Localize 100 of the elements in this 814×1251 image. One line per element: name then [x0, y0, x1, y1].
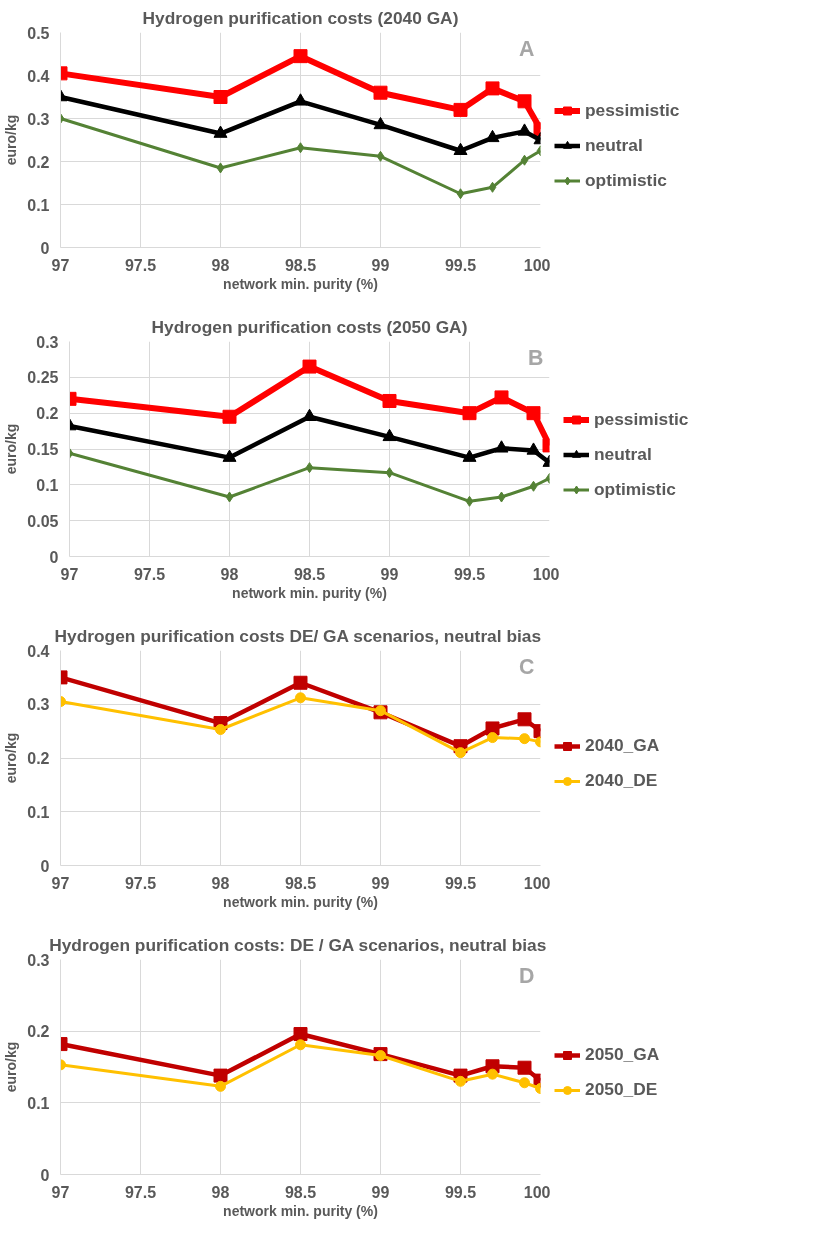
x-tick-label: 99 — [371, 874, 390, 892]
x-tick-label: 99.5 — [444, 1183, 477, 1201]
y-tick-label: 0.25 — [27, 369, 59, 387]
point — [222, 409, 237, 424]
x-tick-label: 97 — [51, 256, 70, 274]
chart-title: Hydrogen purification costs: DE / GA scenarios, neutral bias — [49, 934, 547, 955]
point — [487, 1068, 498, 1080]
y-tick-label: 0.2 — [27, 1023, 50, 1041]
point — [462, 406, 477, 421]
point — [453, 142, 468, 155]
point — [293, 1027, 308, 1042]
y-tick-label: 0.05 — [27, 512, 59, 530]
x-tick-label: 99.5 — [453, 565, 486, 583]
legend-label: pessimistic — [585, 99, 680, 121]
y-tick-label: 0 — [40, 239, 50, 257]
x-axis-title: network min. purity (%) — [223, 275, 378, 292]
point — [293, 675, 308, 690]
y-axis-title: euro/kg — [3, 1041, 20, 1093]
point — [215, 724, 226, 735]
y-tick-label: 0.3 — [27, 951, 50, 969]
x-axis-title: network min. purity (%) — [223, 1202, 378, 1219]
point — [453, 102, 468, 117]
y-tick-label: 0.2 — [36, 405, 59, 423]
x-tick-label: 98 — [211, 256, 230, 274]
chart-title: Hydrogen purification costs (2040 GA) — [142, 7, 459, 28]
point — [485, 81, 500, 96]
point — [293, 49, 308, 64]
x-tick-label: 97 — [51, 1183, 70, 1201]
point — [302, 408, 317, 421]
x-tick-label: 100 — [532, 565, 560, 583]
x-tick-label: 99.5 — [444, 874, 477, 892]
y-axis-title: euro/kg — [3, 732, 20, 784]
point — [385, 467, 394, 479]
y-tick-label: 0 — [40, 857, 50, 875]
point — [494, 440, 509, 453]
point — [455, 1075, 466, 1087]
point — [213, 125, 228, 138]
x-tick-label: 97.5 — [124, 1183, 157, 1201]
x-axis-title: network min. purity (%) — [223, 893, 378, 910]
annotation: D — [519, 963, 535, 988]
point — [305, 462, 314, 474]
point — [517, 123, 532, 136]
chart-title: Hydrogen purification costs (2050 GA) — [151, 316, 468, 337]
point — [526, 406, 541, 421]
point — [494, 390, 509, 405]
chart-title: Hydrogen purification costs DE/ GA scenarios, neutral bias — [54, 625, 542, 646]
legend-label: 2050_DE — [585, 1079, 658, 1100]
y-tick-label: 0.3 — [36, 333, 59, 351]
x-tick-label: 97 — [51, 874, 70, 892]
point — [222, 449, 237, 462]
y-tick-label: 0.3 — [27, 110, 50, 128]
y-tick-label: 0.3 — [27, 696, 50, 714]
point — [295, 692, 306, 704]
point — [382, 428, 397, 442]
point — [376, 150, 385, 162]
point — [455, 747, 466, 759]
y-tick-label: 0 — [40, 1166, 50, 1184]
y-tick-label: 0.1 — [27, 803, 50, 821]
x-tick-label: 99 — [371, 1183, 390, 1201]
x-tick-label: 97.5 — [124, 874, 157, 892]
point — [488, 181, 497, 193]
y-tick-label: 0.15 — [27, 441, 59, 458]
annotation: B — [528, 345, 544, 370]
point — [456, 188, 465, 200]
point — [519, 1077, 530, 1089]
y-axis-title: euro/kg — [3, 114, 20, 166]
x-tick-label: 98 — [211, 874, 230, 892]
legend-label: 2040_GA — [585, 735, 660, 756]
x-axis-title: network min. purity (%) — [232, 584, 387, 601]
point — [465, 495, 474, 507]
legend-label: optimistic — [585, 169, 667, 191]
point — [517, 712, 532, 727]
x-tick-label: 98.5 — [293, 565, 326, 583]
legend-label: 2050_GA — [585, 1044, 660, 1065]
point — [529, 480, 538, 492]
x-tick-label: 100 — [523, 874, 551, 892]
legend-label: pessimistic — [594, 408, 689, 430]
y-tick-label: 0.1 — [27, 196, 50, 214]
x-tick-label: 97.5 — [133, 565, 166, 583]
point — [462, 449, 477, 462]
x-tick-label: 98.5 — [284, 1183, 317, 1201]
point — [373, 116, 388, 130]
legend-label: neutral — [594, 443, 652, 465]
x-tick-label: 98 — [211, 1183, 230, 1201]
legend-label: optimistic — [594, 478, 676, 500]
point — [497, 491, 506, 503]
point — [302, 359, 317, 374]
point — [225, 491, 234, 503]
legend-label: 2040_DE — [585, 770, 658, 791]
point — [373, 85, 388, 100]
point — [517, 94, 532, 109]
point — [519, 733, 530, 745]
point — [216, 162, 225, 174]
x-tick-label: 98.5 — [284, 256, 317, 274]
point — [293, 93, 308, 106]
point — [295, 1039, 306, 1051]
x-tick-label: 99 — [380, 565, 399, 583]
annotation: A — [519, 36, 535, 61]
y-tick-label: 0.2 — [27, 153, 50, 171]
point — [485, 129, 500, 143]
